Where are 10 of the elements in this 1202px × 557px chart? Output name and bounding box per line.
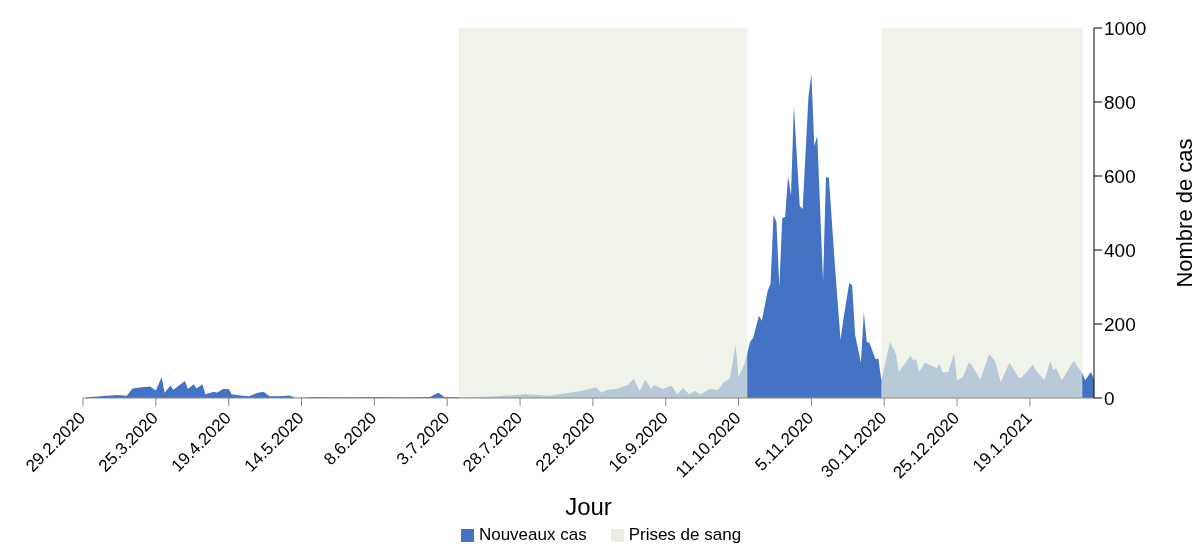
y-axis-title: Nombre de cas [1171,138,1197,288]
y-tick-label: 400 [1104,239,1136,261]
y-tick-label: 1000 [1104,17,1147,39]
y-tick-label: 0 [1104,387,1115,409]
y-tick-label: 800 [1104,91,1136,113]
y-tick-label: 600 [1104,165,1136,187]
y-tick-label: 200 [1104,313,1136,335]
legend-label: Nouveaux cas [478,525,587,545]
legend-label: Prises de sang [628,525,742,545]
x-axis-title: Jour [565,493,612,520]
